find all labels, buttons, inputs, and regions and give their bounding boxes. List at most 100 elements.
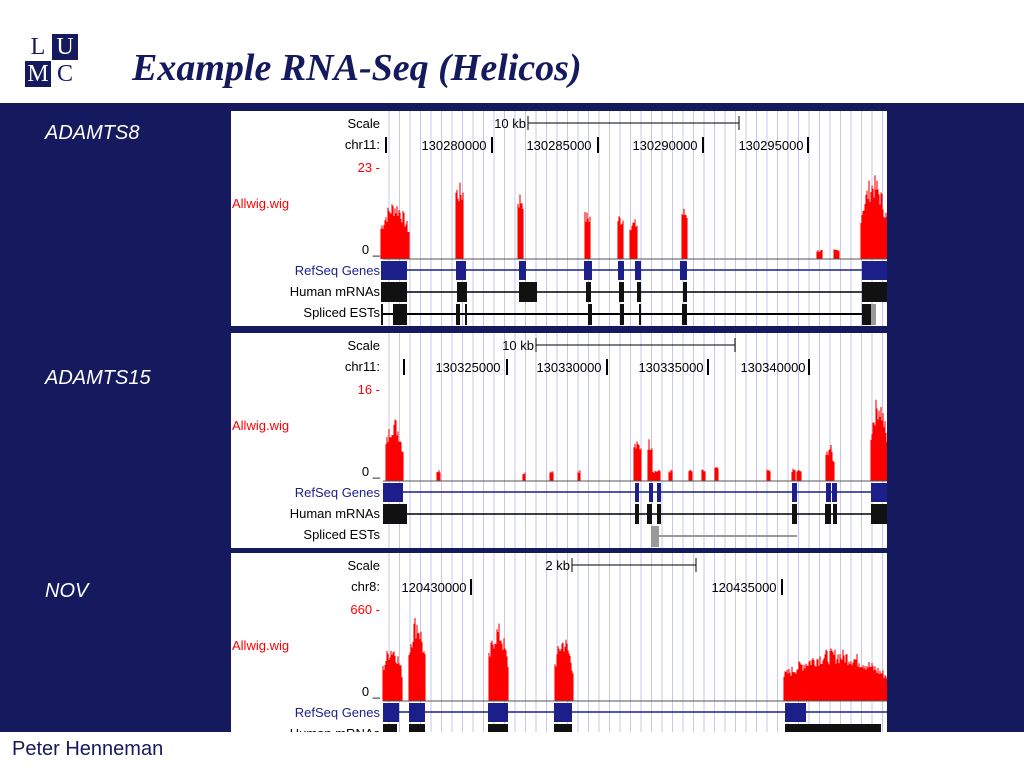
refseq-exon <box>554 703 572 722</box>
est-exon <box>620 304 624 325</box>
position-label: 130325000 <box>435 360 500 375</box>
refseq-exon <box>488 703 508 722</box>
browser-track-svg: Scale chr11: 16 - Allwig.wig 0 _ RefSeq Genes… <box>231 333 887 548</box>
refseq-track-label: RefSeq Genes <box>295 705 381 720</box>
wiggle-signal <box>380 175 887 259</box>
est-track-label: Spliced ESTs <box>303 527 380 542</box>
genome-browser-panel-adamts8: Scale chr11: 23 - Allwig.wig 0 _ RefSeq Genes… <box>231 111 887 326</box>
refseq-exon <box>635 261 641 280</box>
position-label: 120430000 <box>401 580 466 595</box>
wiggle-signal <box>382 618 887 701</box>
wiggle-signal <box>385 399 887 481</box>
logo-letter-m: M <box>25 61 51 87</box>
mrna-exon <box>619 282 624 302</box>
genome-browser-panel-adamts15: Scale chr11: 16 - Allwig.wig 0 _ RefSeq Genes… <box>231 333 887 548</box>
ymin-label: 0 _ <box>362 242 381 257</box>
chrom-label: chr11: <box>345 137 380 152</box>
refseq-exon <box>456 261 466 280</box>
refseq-exon <box>862 261 887 280</box>
scale-label: Scale <box>347 558 380 573</box>
refseq-exon <box>792 483 797 502</box>
est-exon <box>682 304 687 325</box>
refseq-exon <box>383 703 399 722</box>
scale-bar-text: 10 kb <box>502 338 534 353</box>
ymax-label: 16 - <box>358 382 380 397</box>
refseq-exon <box>657 483 661 502</box>
mrna-exon <box>833 504 837 524</box>
position-label: 130340000 <box>740 360 805 375</box>
chrom-label: chr8: <box>351 579 380 594</box>
refseq-exon <box>618 261 624 280</box>
lumc-logo: L U M C <box>25 34 79 88</box>
position-label: 130290000 <box>632 138 697 153</box>
scale-bar-text: 2 kb <box>545 558 570 573</box>
refseq-exon <box>519 261 526 280</box>
position-label: 130280000 <box>421 138 486 153</box>
logo-letter-c: C <box>52 61 78 87</box>
refseq-track <box>383 483 887 502</box>
refseq-track <box>381 261 887 280</box>
gene-label-adamts15: ADAMTS15 <box>45 367 151 389</box>
refseq-exon <box>832 483 837 502</box>
mrna-exon <box>519 282 537 302</box>
ymin-label: 0 _ <box>362 684 381 699</box>
refseq-exon <box>871 483 887 502</box>
refseq-exon <box>409 703 425 722</box>
est-exon <box>862 304 871 325</box>
scale-bar <box>527 116 740 130</box>
est-exon <box>393 304 407 325</box>
mrna-exon <box>683 282 687 302</box>
est-exon <box>465 304 467 325</box>
mrna-exon <box>637 282 641 302</box>
refseq-track-label: RefSeq Genes <box>295 485 381 500</box>
est-track <box>651 526 797 547</box>
wig-label: Allwig.wig <box>232 638 289 653</box>
refseq-track-label: RefSeq Genes <box>295 263 381 278</box>
chrom-label: chr11: <box>345 359 380 374</box>
refseq-exon <box>584 261 592 280</box>
mrna-exon <box>657 504 661 524</box>
mrna-track <box>381 282 887 302</box>
position-label: 130335000 <box>638 360 703 375</box>
scale-bar <box>535 338 736 352</box>
logo-letter-u: U <box>52 34 78 60</box>
ymax-label: 23 - <box>358 160 380 175</box>
browser-track-svg: Scale chr11: 23 - Allwig.wig 0 _ RefSeq Genes… <box>231 111 887 326</box>
scale-label: Scale <box>347 116 380 131</box>
scale-label: Scale <box>347 338 380 353</box>
logo-letter-l: L <box>25 34 51 60</box>
ymax-label: 660 - <box>350 602 380 617</box>
mrna-exon <box>586 282 591 302</box>
mrna-track-label: Human mRNAs <box>290 506 381 521</box>
refseq-exon <box>381 261 407 280</box>
scale-bar-text: 10 kb <box>494 116 526 131</box>
est-exon-gray <box>651 526 659 547</box>
mrna-exon <box>383 504 407 524</box>
mrna-exon <box>871 504 887 524</box>
refseq-exon <box>826 483 831 502</box>
scale-bar <box>571 558 697 572</box>
ymin-label: 0 _ <box>362 464 381 479</box>
est-track <box>381 304 876 325</box>
position-label: 130295000 <box>738 138 803 153</box>
est-exon-gray <box>871 304 876 325</box>
gene-label-nov: NOV <box>45 580 89 602</box>
wig-label: Allwig.wig <box>232 418 289 433</box>
footer-author: Peter Henneman <box>12 738 164 760</box>
mrna-exon <box>825 504 831 524</box>
position-label: 120435000 <box>711 580 776 595</box>
mrna-exon <box>635 504 639 524</box>
refseq-exon <box>383 483 403 502</box>
wig-label: Allwig.wig <box>232 196 289 211</box>
mrna-exon <box>792 504 797 524</box>
refseq-exon <box>649 483 653 502</box>
position-label: 130330000 <box>536 360 601 375</box>
mrna-exon <box>381 282 407 302</box>
mrna-track <box>383 504 887 524</box>
est-track-label: Spliced ESTs <box>303 305 380 320</box>
footer-bar <box>0 732 1024 768</box>
refseq-exon <box>635 483 639 502</box>
mrna-exon <box>862 282 887 302</box>
est-exon <box>456 304 460 325</box>
refseq-exon <box>680 261 687 280</box>
